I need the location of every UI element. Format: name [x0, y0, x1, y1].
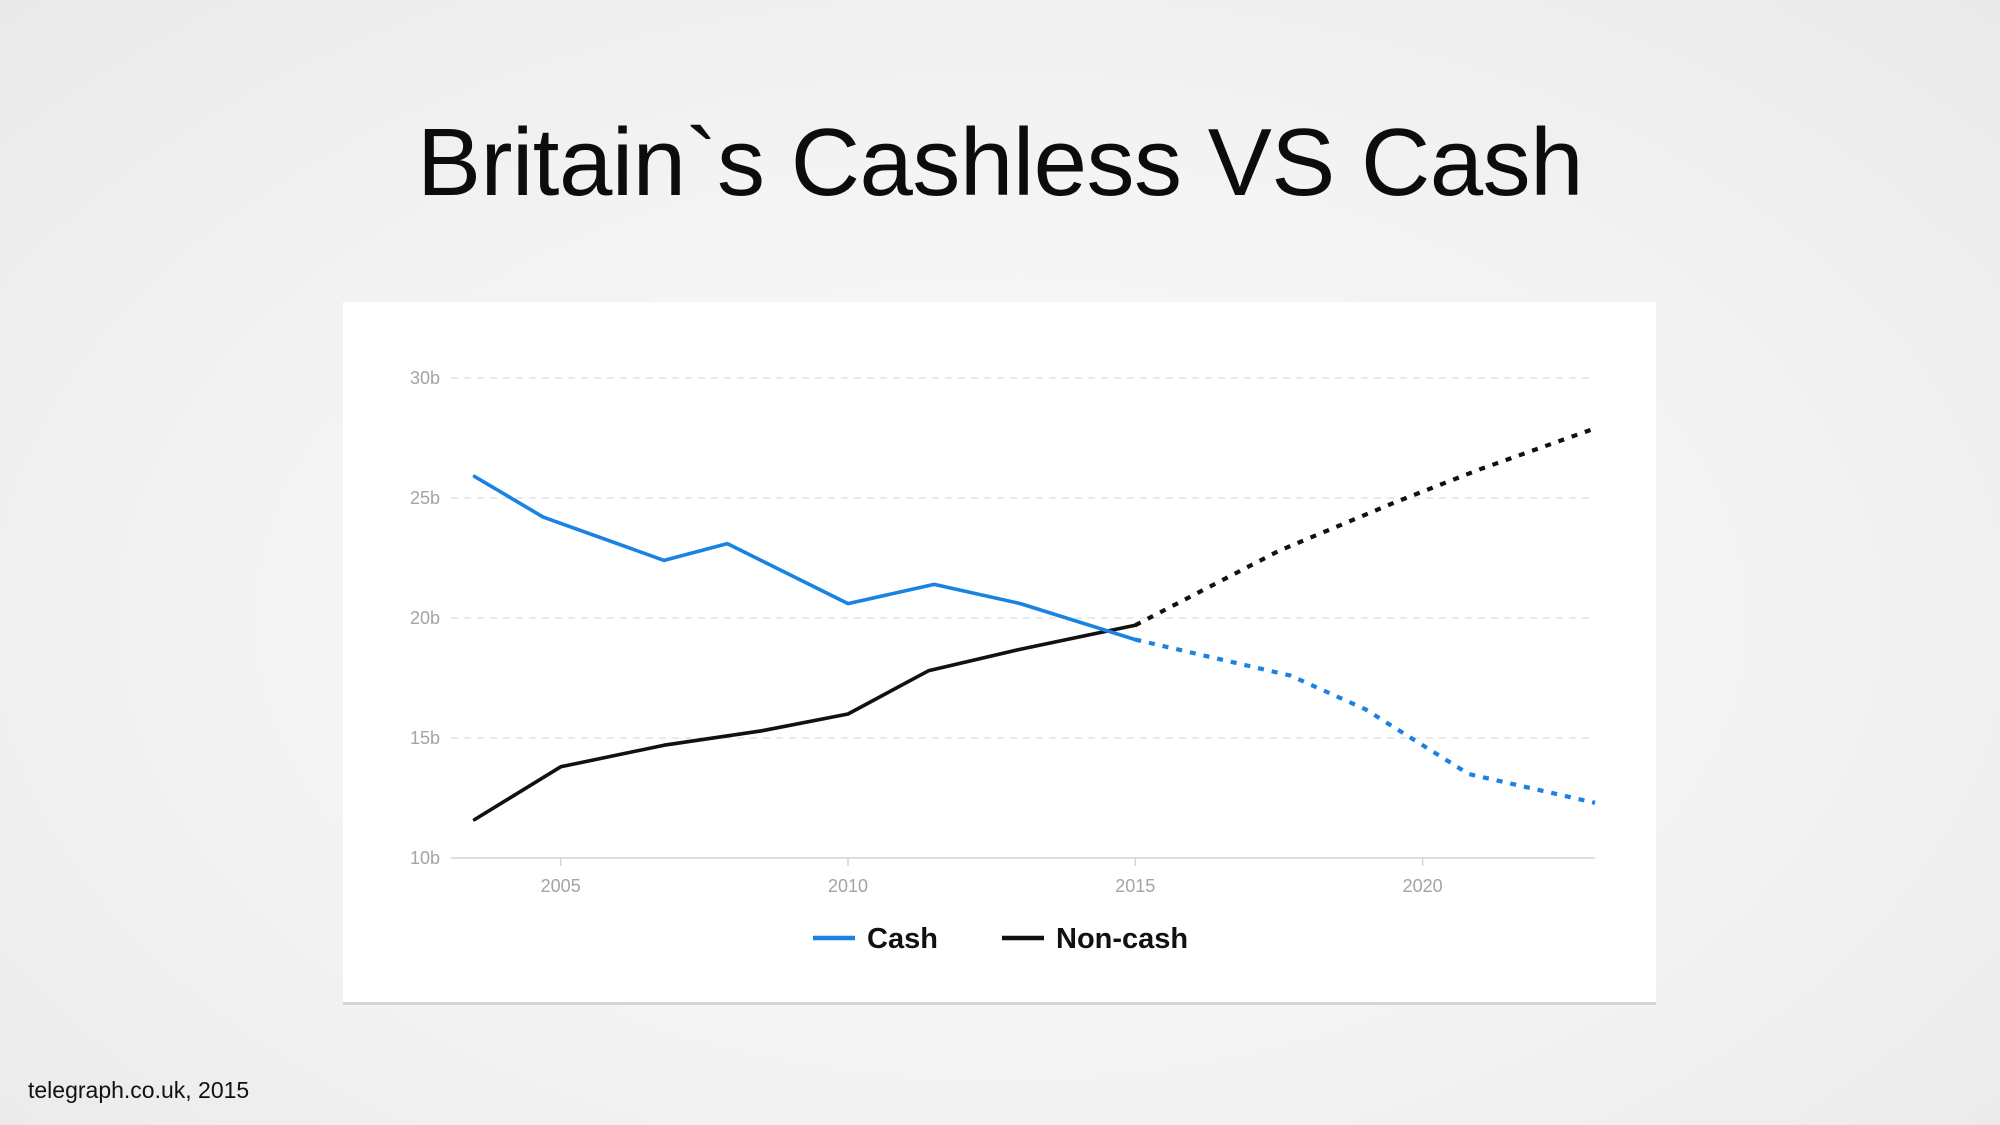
legend: Cash Non-cash	[813, 923, 1188, 955]
series-lines	[472, 426, 1596, 822]
y-axis-ticks: 10b 15b 20b 25b 30b	[410, 368, 440, 868]
y-tick-label: 25b	[410, 488, 440, 508]
legend-label-cash: Cash	[867, 923, 938, 955]
x-tick-label: 2015	[1115, 876, 1155, 896]
non-cash-forecast-line	[1134, 426, 1596, 628]
y-tick-label: 30b	[410, 368, 440, 388]
cash-actual-line	[472, 474, 1138, 642]
y-tick-label: 15b	[410, 728, 440, 748]
cash-forecast-line	[1134, 637, 1596, 805]
line-chart: 10b 15b 20b 25b 30b 2005 2010 2015 2020 Cash Non…	[410, 368, 1596, 955]
non-cash-actual-line	[472, 623, 1138, 822]
y-tick-label: 10b	[410, 848, 440, 868]
y-tick-label: 20b	[410, 608, 440, 628]
chart-title: Britain`s Cashless VS Cash	[416, 109, 1584, 216]
x-tick-label: 2020	[1403, 876, 1443, 896]
legend-label-non-cash: Non-cash	[1056, 923, 1188, 955]
chart-card: 10b 15b 20b 25b 30b 2005 2010 2015 2020 Cash Non…	[343, 302, 1656, 1002]
x-tick-label: 2010	[828, 876, 868, 896]
source-caption: telegraph.co.uk, 2015	[28, 1077, 250, 1103]
x-tick-label: 2005	[541, 876, 581, 896]
x-axis-ticks: 2005 2010 2015 2020	[541, 858, 1443, 896]
grid-lines	[451, 377, 1595, 859]
